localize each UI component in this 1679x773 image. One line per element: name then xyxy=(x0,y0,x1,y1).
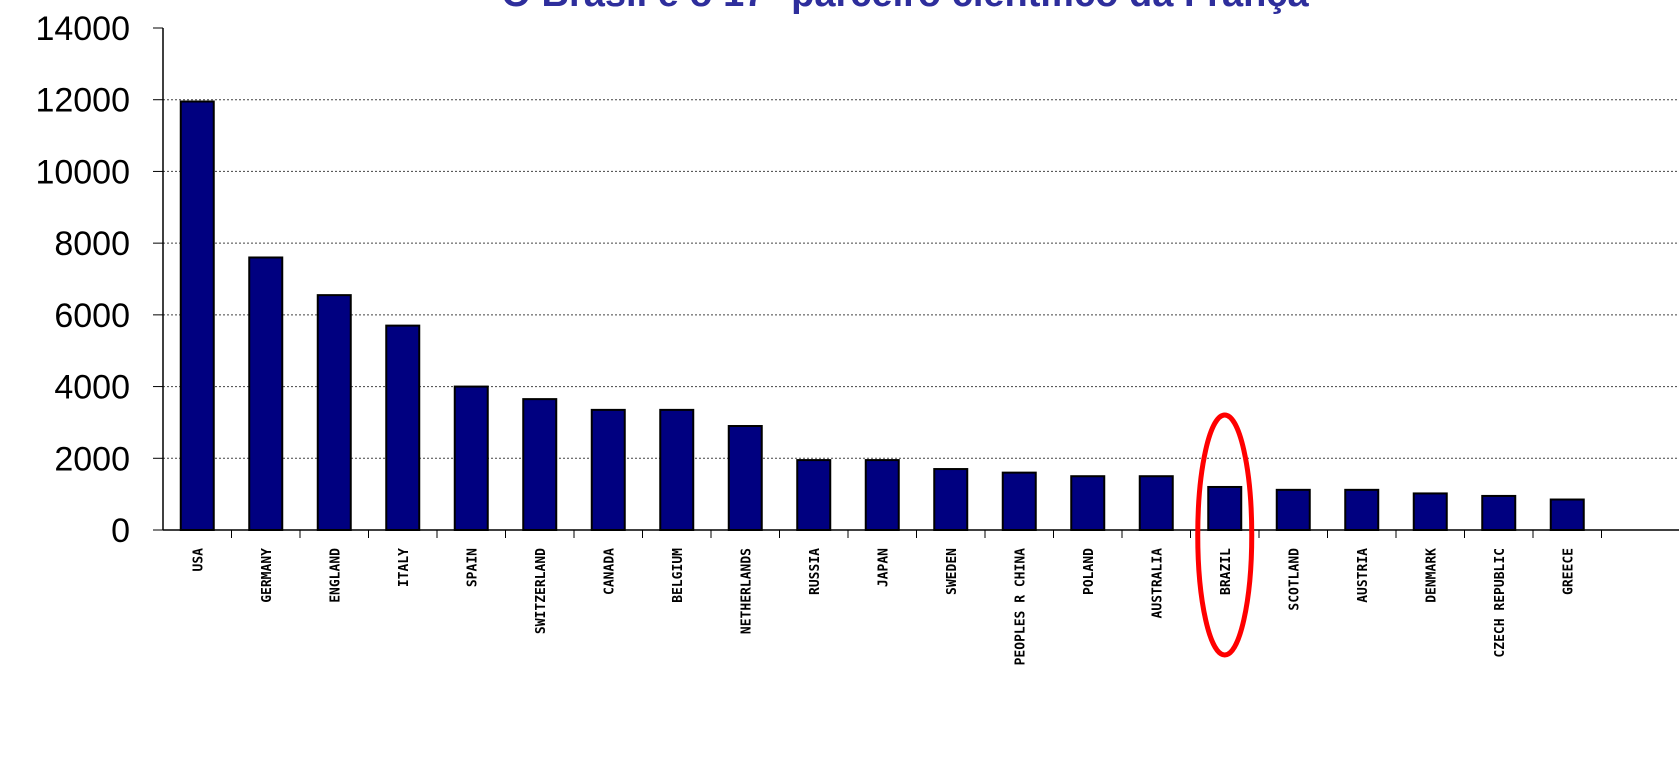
y-tick-label: 8000 xyxy=(54,225,130,263)
bar-greece xyxy=(1549,498,1585,531)
x-tick-label: GERMANY xyxy=(260,548,275,603)
y-tick-label: 2000 xyxy=(54,440,130,478)
x-tick-label: RUSSIA xyxy=(808,548,823,595)
y-tick-label: 10000 xyxy=(35,153,130,191)
x-tick-label: POLAND xyxy=(1082,548,1097,595)
y-tick-label: 12000 xyxy=(35,82,130,120)
x-tick-label: ITALY xyxy=(397,548,412,587)
bar-belgium xyxy=(659,408,695,531)
bar-denmark xyxy=(1412,492,1448,532)
x-tick-label: PEOPLES R CHINA xyxy=(1013,548,1028,666)
bar-spain xyxy=(453,385,489,532)
bar-poland xyxy=(1070,475,1106,532)
axes xyxy=(153,27,1679,538)
y-tick-label: 4000 xyxy=(54,369,130,407)
x-tick-label: USA xyxy=(191,548,206,572)
x-tick-label: SPAIN xyxy=(465,548,480,587)
y-tick-label: 6000 xyxy=(54,297,130,335)
bars xyxy=(179,100,1585,532)
x-tick-label: ENGLAND xyxy=(328,548,343,603)
x-tick-labels: USA GERMANY ENGLAND ITALY SPAIN SWITZERLAND CA… xyxy=(191,548,1576,666)
chart-title: O Brasil é o 17° parceiro científico da … xyxy=(501,0,1309,15)
bar-czech-republic xyxy=(1481,494,1517,531)
x-tick-label: CANADA xyxy=(602,548,617,595)
bar-usa xyxy=(179,100,215,531)
y-tick-labels: 0 2000 4000 6000 8000 10000 12000 14000 xyxy=(35,10,130,550)
bar-italy xyxy=(385,324,421,531)
x-tick-label: AUSTRIA xyxy=(1356,548,1371,603)
x-tick-label: DENMARK xyxy=(1424,548,1439,603)
bar-sweden xyxy=(933,468,969,531)
bar-switzerland xyxy=(522,398,558,531)
x-tick-label: CZECH REPUBLIC xyxy=(1493,548,1508,658)
x-tick-label: SWITZERLAND xyxy=(534,548,549,634)
bar-scotland xyxy=(1275,488,1311,531)
highlight-ellipse xyxy=(1195,412,1255,658)
x-tick-label: SWEDEN xyxy=(945,548,960,595)
x-tick-label: BELGIUM xyxy=(671,548,686,603)
bar-netherlands xyxy=(727,425,763,531)
bar-austria xyxy=(1344,488,1380,531)
bar-russia xyxy=(796,459,832,532)
x-tick-label: SCOTLAND xyxy=(1287,548,1302,611)
x-tick-label: GREECE xyxy=(1561,548,1576,595)
bar-england xyxy=(316,294,352,531)
bar-brazil xyxy=(1207,485,1243,532)
x-tick-label: JAPAN xyxy=(876,548,891,587)
y-tick-label: 14000 xyxy=(35,10,130,48)
highlight-annotation xyxy=(1195,412,1255,658)
bar-australia xyxy=(1138,475,1174,532)
bar-peoples-r-china xyxy=(1001,471,1037,531)
x-tick-label: AUSTRALIA xyxy=(1150,548,1165,619)
bar-germany xyxy=(248,256,284,531)
y-tick-label: 0 xyxy=(111,512,130,550)
x-tick-label: NETHERLANDS xyxy=(739,548,754,634)
x-tick-label: BRAZIL xyxy=(1219,548,1234,595)
bar-japan xyxy=(864,459,900,532)
bar-canada xyxy=(590,408,626,531)
